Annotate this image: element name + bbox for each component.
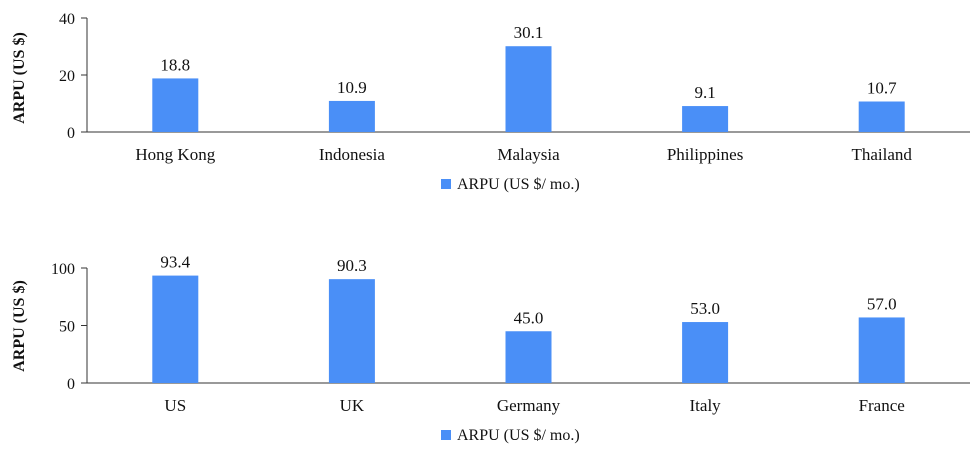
bars-top: [152, 46, 905, 133]
bar-top-0: [152, 78, 199, 132]
bar-top-2: [505, 46, 552, 133]
bar-top-3: [682, 106, 729, 132]
chart-panel-top: ARPU (US $) 0 20 40 18.8 10.9 30.1 9.1 10.7 Ho…: [11, 11, 970, 193]
x-tick-label-top-2: Malaysia: [497, 145, 560, 164]
bar-bottom-0: [152, 275, 199, 383]
data-label-bottom-3: 53.0: [690, 299, 720, 318]
bar-bottom-2: [505, 331, 552, 383]
legend-bottom: ARPU (US $/ mo.): [441, 427, 580, 444]
y-tick-label-bottom-1: 50: [59, 319, 75, 336]
data-label-bottom-4: 57.0: [867, 294, 897, 313]
data-label-top-2: 30.1: [514, 23, 544, 42]
y-ticks-top: 0 20 40: [59, 11, 87, 142]
data-label-bottom-2: 45.0: [514, 308, 544, 327]
bar-top-4: [858, 101, 905, 132]
bar-bottom-3: [682, 322, 729, 383]
bar-bottom-1: [328, 279, 375, 383]
x-tick-labels-bottom: US UK Germany Italy France: [164, 396, 904, 415]
x-tick-label-bottom-0: US: [164, 396, 186, 415]
y-tick-label-top-1: 20: [59, 68, 75, 85]
y-tick-label-bottom-2: 100: [51, 261, 75, 278]
x-tick-label-top-0: Hong Kong: [135, 145, 215, 164]
bars-bottom: [152, 275, 905, 383]
data-label-bottom-0: 93.4: [160, 253, 190, 272]
data-labels-bottom: 93.4 90.3 45.0 53.0 57.0: [160, 253, 896, 328]
y-axis-label-top: ARPU (US $): [11, 32, 28, 124]
data-labels-top: 18.8 10.9 30.1 9.1 10.7: [160, 23, 897, 102]
data-label-bottom-1: 90.3: [337, 256, 367, 275]
x-tick-labels-top: Hong Kong Indonesia Malaysia Philippines Tha…: [135, 145, 912, 164]
x-tick-label-bottom-4: France: [859, 396, 905, 415]
x-tick-label-top-1: Indonesia: [319, 145, 386, 164]
legend-label-top: ARPU (US $/ mo.): [457, 176, 580, 193]
legend-swatch-bottom: [441, 430, 451, 440]
data-label-top-0: 18.8: [160, 55, 190, 74]
legend-label-bottom: ARPU (US $/ mo.): [457, 427, 580, 444]
x-tick-label-bottom-1: UK: [340, 396, 365, 415]
y-ticks-bottom: 0 50 100: [51, 261, 87, 393]
y-tick-label-bottom-0: 0: [67, 376, 75, 393]
data-label-top-1: 10.9: [337, 78, 367, 97]
data-label-top-4: 10.7: [867, 79, 897, 98]
x-tick-label-bottom-2: Germany: [497, 396, 561, 415]
legend-top: ARPU (US $/ mo.): [441, 176, 580, 193]
data-label-top-3: 9.1: [694, 83, 715, 102]
x-tick-label-top-4: Thailand: [851, 145, 912, 164]
bar-top-1: [328, 100, 375, 132]
x-tick-label-top-3: Philippines: [667, 145, 744, 164]
bar-bottom-4: [858, 317, 905, 383]
y-tick-label-top-2: 40: [59, 11, 75, 28]
legend-swatch-top: [441, 179, 451, 189]
y-axis-label-bottom: ARPU (US $): [11, 280, 28, 372]
x-tick-label-bottom-3: Italy: [690, 396, 722, 415]
y-tick-label-top-0: 0: [67, 125, 75, 142]
